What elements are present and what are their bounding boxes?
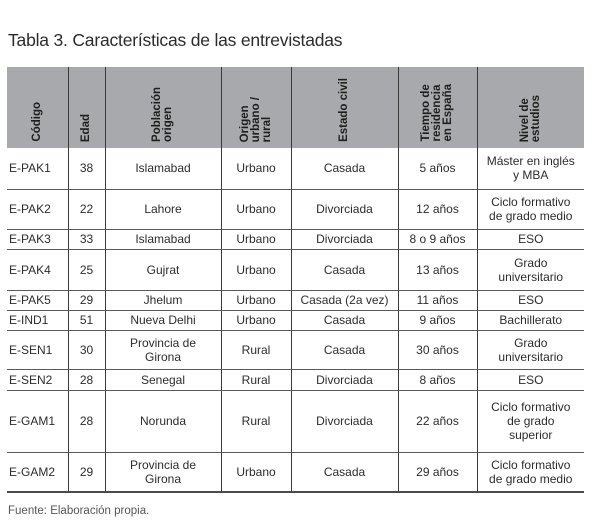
header-tiempo-residencia: Tiempo de residencia en España — [397, 67, 477, 148]
header-poblacion-origen: Población origen — [104, 67, 221, 148]
table-row: E-IND1 51 Nueva Delhi Urbano Casada 9 años Bac… — [7, 310, 584, 331]
cell-edad: 30 — [67, 330, 105, 370]
table-row: E-SEN1 30 Provincia de Girona Rural Casada 30… — [7, 330, 584, 370]
header-edad: Edad — [67, 67, 105, 148]
cell-codigo: E-GAM2 — [7, 452, 68, 493]
table-row: E-GAM1 28 Norunda Rural Divorciada 22 años Cic… — [7, 390, 584, 453]
cell-nivel: Máster en inglés y MBA — [476, 148, 584, 190]
cell-poblacion: Senegal — [104, 369, 221, 391]
cell-estado-civil: Casada — [290, 310, 398, 331]
cell-tiempo: 13 años — [397, 249, 477, 291]
cell-origen: Rural — [220, 390, 291, 453]
cell-estado-civil: Divorciada — [290, 369, 398, 391]
cell-edad: 38 — [67, 148, 105, 190]
cell-tiempo: 9 años — [397, 310, 477, 331]
cell-nivel: Ciclo formativo de grado medio — [476, 189, 584, 230]
cell-tiempo: 12 años — [397, 189, 477, 230]
cell-nivel: Ciclo formativo de grado medio — [476, 452, 584, 493]
cell-poblacion: Islamabad — [104, 229, 221, 250]
cell-nivel: Ciclo formativo de grado superior — [476, 390, 584, 453]
cell-poblacion: Gujrat — [104, 249, 221, 291]
cell-origen: Urbano — [220, 290, 291, 311]
cell-poblacion: Provincia de Girona — [104, 330, 221, 370]
cell-nivel: Bachillerato — [476, 310, 584, 331]
cell-origen: Urbano — [220, 452, 291, 493]
cell-origen: Urbano — [220, 229, 291, 250]
cell-estado-civil: Divorciada — [290, 229, 398, 250]
table-row: E-SEN2 28 Senegal Rural Divorciada 8 años ESO — [7, 369, 584, 391]
header-nivel-estudios: Nivel de estudios — [476, 67, 584, 148]
cell-tiempo: 8 años — [397, 369, 477, 391]
cell-codigo: E-SEN2 — [7, 369, 68, 391]
cell-poblacion: Nueva Delhi — [104, 310, 221, 331]
cell-edad: 25 — [67, 249, 105, 291]
cell-codigo: E-PAK3 — [7, 229, 68, 250]
cell-estado-civil: Divorciada — [290, 189, 398, 230]
cell-origen: Rural — [220, 330, 291, 370]
cell-estado-civil: Casada — [290, 452, 398, 493]
cell-tiempo: 5 años — [397, 148, 477, 190]
characteristics-table: Código Edad Población origen Origen urba… — [7, 67, 584, 493]
cell-tiempo: 22 años — [397, 390, 477, 453]
cell-tiempo: 11 años — [397, 290, 477, 311]
header-origen-urbano-rural: Origen urbano / rural — [220, 67, 291, 148]
cell-poblacion: Provincia de Girona — [104, 452, 221, 493]
header-estado-civil: Estado civil — [290, 67, 398, 148]
cell-edad: 51 — [67, 310, 105, 331]
cell-estado-civil: Divorciada — [290, 390, 398, 453]
table-row: E-PAK5 29 Jhelum Urbano Casada (2a vez) 11 añ… — [7, 290, 584, 311]
cell-nivel: ESO — [476, 369, 584, 391]
table-row: E-PAK4 25 Gujrat Urbano Casada 13 años Grado u… — [7, 249, 584, 291]
table-row: E-PAK2 22 Lahore Urbano Divorciada 12 años Cic… — [7, 189, 584, 230]
cell-origen: Rural — [220, 369, 291, 391]
cell-edad: 29 — [67, 452, 105, 493]
cell-codigo: E-PAK4 — [7, 249, 68, 291]
cell-nivel: Grado universitario — [476, 249, 584, 291]
cell-tiempo: 30 años — [397, 330, 477, 370]
cell-edad: 28 — [67, 390, 105, 453]
cell-nivel: ESO — [476, 229, 584, 250]
cell-codigo: E-PAK1 — [7, 148, 68, 190]
cell-edad: 22 — [67, 189, 105, 230]
cell-edad: 33 — [67, 229, 105, 250]
cell-codigo: E-PAK2 — [7, 189, 68, 230]
cell-estado-civil: Casada — [290, 148, 398, 190]
table-title: Tabla 3. Características de las entrevis… — [8, 30, 343, 50]
cell-edad: 28 — [67, 369, 105, 391]
source-note: Fuente: Elaboración propia. — [8, 505, 150, 517]
cell-codigo: E-IND1 — [7, 310, 68, 331]
cell-origen: Urbano — [220, 310, 291, 331]
cell-poblacion: Lahore — [104, 189, 221, 230]
header-codigo: Código — [7, 67, 68, 148]
cell-tiempo: 29 años — [397, 452, 477, 493]
cell-origen: Urbano — [220, 189, 291, 230]
cell-codigo: E-GAM1 — [7, 390, 68, 453]
header-row: Código Edad Población origen Origen urba… — [7, 67, 584, 148]
cell-origen: Urbano — [220, 249, 291, 291]
cell-codigo: E-PAK5 — [7, 290, 68, 311]
cell-poblacion: Islamabad — [104, 148, 221, 190]
cell-origen: Urbano — [220, 148, 291, 190]
cell-nivel: Grado universitario — [476, 330, 584, 370]
cell-estado-civil: Casada — [290, 330, 398, 370]
table-row: E-PAK1 38 Islamabad Urbano Casada 5 años Máste… — [7, 148, 584, 190]
table-row: E-PAK3 33 Islamabad Urbano Divorciada 8 o 9 a… — [7, 229, 584, 250]
cell-nivel: ESO — [476, 290, 584, 311]
cell-tiempo: 8 o 9 años — [397, 229, 477, 250]
cell-estado-civil: Casada (2a vez) — [290, 290, 398, 311]
cell-estado-civil: Casada — [290, 249, 398, 291]
table-row: E-GAM2 29 Provincia de Girona Urbano Casada 2… — [7, 452, 584, 493]
cell-poblacion: Norunda — [104, 390, 221, 453]
cell-codigo: E-SEN1 — [7, 330, 68, 370]
cell-edad: 29 — [67, 290, 105, 311]
cell-poblacion: Jhelum — [104, 290, 221, 311]
